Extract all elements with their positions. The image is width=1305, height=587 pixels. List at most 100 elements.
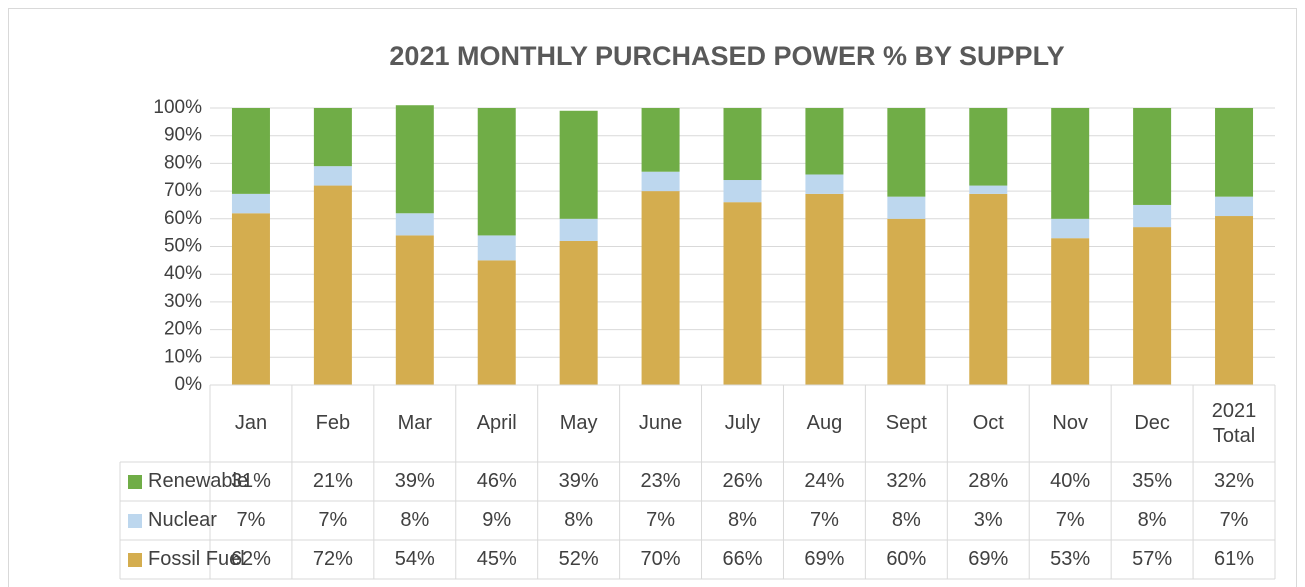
data-label: 57% [1132, 548, 1173, 570]
bar-segment [313, 166, 352, 186]
bar-segment [1051, 108, 1090, 219]
data-label: 40% [1050, 470, 1091, 492]
data-label: 3% [973, 509, 1003, 531]
category-label: Aug [806, 412, 843, 434]
y-tick-label: 10% [164, 346, 202, 367]
bar-segment [969, 185, 1008, 194]
data-label: 21% [312, 470, 353, 492]
category-label: July [724, 412, 761, 434]
data-label: 66% [722, 548, 763, 570]
data-label: 72% [312, 548, 353, 570]
bar-segment [887, 218, 926, 385]
data-label: 45% [476, 548, 517, 570]
data-label: 35% [1132, 470, 1173, 492]
category-label: Jan [234, 412, 268, 434]
data-label: 70% [640, 548, 681, 570]
chart-title: 2021 MONTHLY PURCHASED POWER % BY SUPPLY [389, 41, 1064, 71]
bar-segment [559, 240, 598, 385]
y-tick-label: 30% [164, 291, 202, 312]
bar-segment [1133, 204, 1172, 228]
category-label: May [559, 412, 598, 434]
category-label: Feb [315, 412, 351, 434]
category-label: Dec [1134, 412, 1170, 434]
bar-segment [477, 108, 516, 236]
data-label: 61% [1214, 548, 1255, 570]
data-label: 23% [640, 470, 681, 492]
category-label: Mar [397, 412, 433, 434]
y-tick-label: 80% [164, 152, 202, 173]
data-label: 8% [564, 509, 594, 531]
data-label: 60% [886, 548, 927, 570]
bar-segment [641, 171, 680, 192]
bar-segment [1051, 238, 1090, 385]
bar-segment [969, 108, 1008, 186]
data-label: 9% [482, 509, 512, 531]
data-label: 7% [318, 509, 348, 531]
data-label: 62% [230, 548, 271, 570]
legend-label: Renewable [148, 470, 249, 492]
data-label: 46% [476, 470, 517, 492]
legend-swatch [128, 513, 142, 528]
legend-swatch [128, 552, 142, 567]
legend-label: Nuclear [148, 509, 217, 531]
bar-segment [395, 235, 434, 385]
bar-segment [805, 174, 844, 194]
data-label: 32% [1214, 470, 1255, 492]
data-label: 7% [646, 509, 676, 531]
bar-segment [641, 191, 680, 385]
bar-segment [559, 218, 598, 241]
y-tick-label: 40% [164, 263, 202, 284]
bar-segment [805, 108, 844, 175]
data-label: 8% [891, 509, 921, 531]
data-label: 32% [886, 470, 927, 492]
bar-segment [395, 213, 434, 236]
data-label: 28% [968, 470, 1009, 492]
data-label: 8% [1137, 509, 1167, 531]
data-label: 31% [230, 470, 271, 492]
bar-segment [1215, 216, 1254, 385]
bar-segment [1215, 108, 1254, 197]
bar-segment [395, 105, 434, 214]
data-label: 39% [558, 470, 599, 492]
bar-segment [231, 193, 270, 214]
y-tick-label: 70% [164, 180, 202, 201]
bar-segment [723, 108, 762, 181]
data-label: 54% [394, 548, 435, 570]
data-label: 24% [804, 470, 845, 492]
bar-segment [1051, 218, 1090, 239]
chart-border [8, 8, 1297, 587]
y-tick-label: 60% [164, 208, 202, 229]
category-label: April [476, 412, 517, 434]
bar-segment [887, 196, 926, 219]
data-label: 7% [1219, 509, 1249, 531]
bar-segment [887, 108, 926, 197]
y-tick-label: 90% [164, 125, 202, 146]
category-label: Oct [972, 412, 1004, 434]
legend-entry: Nuclear [128, 501, 217, 540]
bar-segment [805, 193, 844, 385]
bar-segment [641, 108, 680, 172]
data-label: 52% [558, 548, 599, 570]
data-label: 69% [804, 548, 845, 570]
data-label: 7% [236, 509, 266, 531]
y-tick-label: 100% [153, 97, 202, 118]
bar-segment [313, 108, 352, 167]
y-tick-label: 20% [164, 319, 202, 340]
data-label: 69% [968, 548, 1009, 570]
legend-entry: Fossil Fuel [128, 540, 245, 579]
data-label: 53% [1050, 548, 1091, 570]
data-label: 8% [728, 509, 757, 531]
bar-segment [231, 108, 270, 194]
bar-segment [313, 185, 352, 385]
legend-swatch [128, 474, 142, 489]
bar-segment [559, 110, 598, 219]
category-label: Sept [885, 412, 927, 434]
data-label: 26% [722, 470, 763, 492]
data-label: 7% [809, 509, 839, 531]
y-tick-label: 50% [164, 236, 202, 257]
bar-segment [231, 213, 270, 385]
data-label: 7% [1055, 509, 1085, 531]
category-label: Nov [1052, 412, 1088, 434]
